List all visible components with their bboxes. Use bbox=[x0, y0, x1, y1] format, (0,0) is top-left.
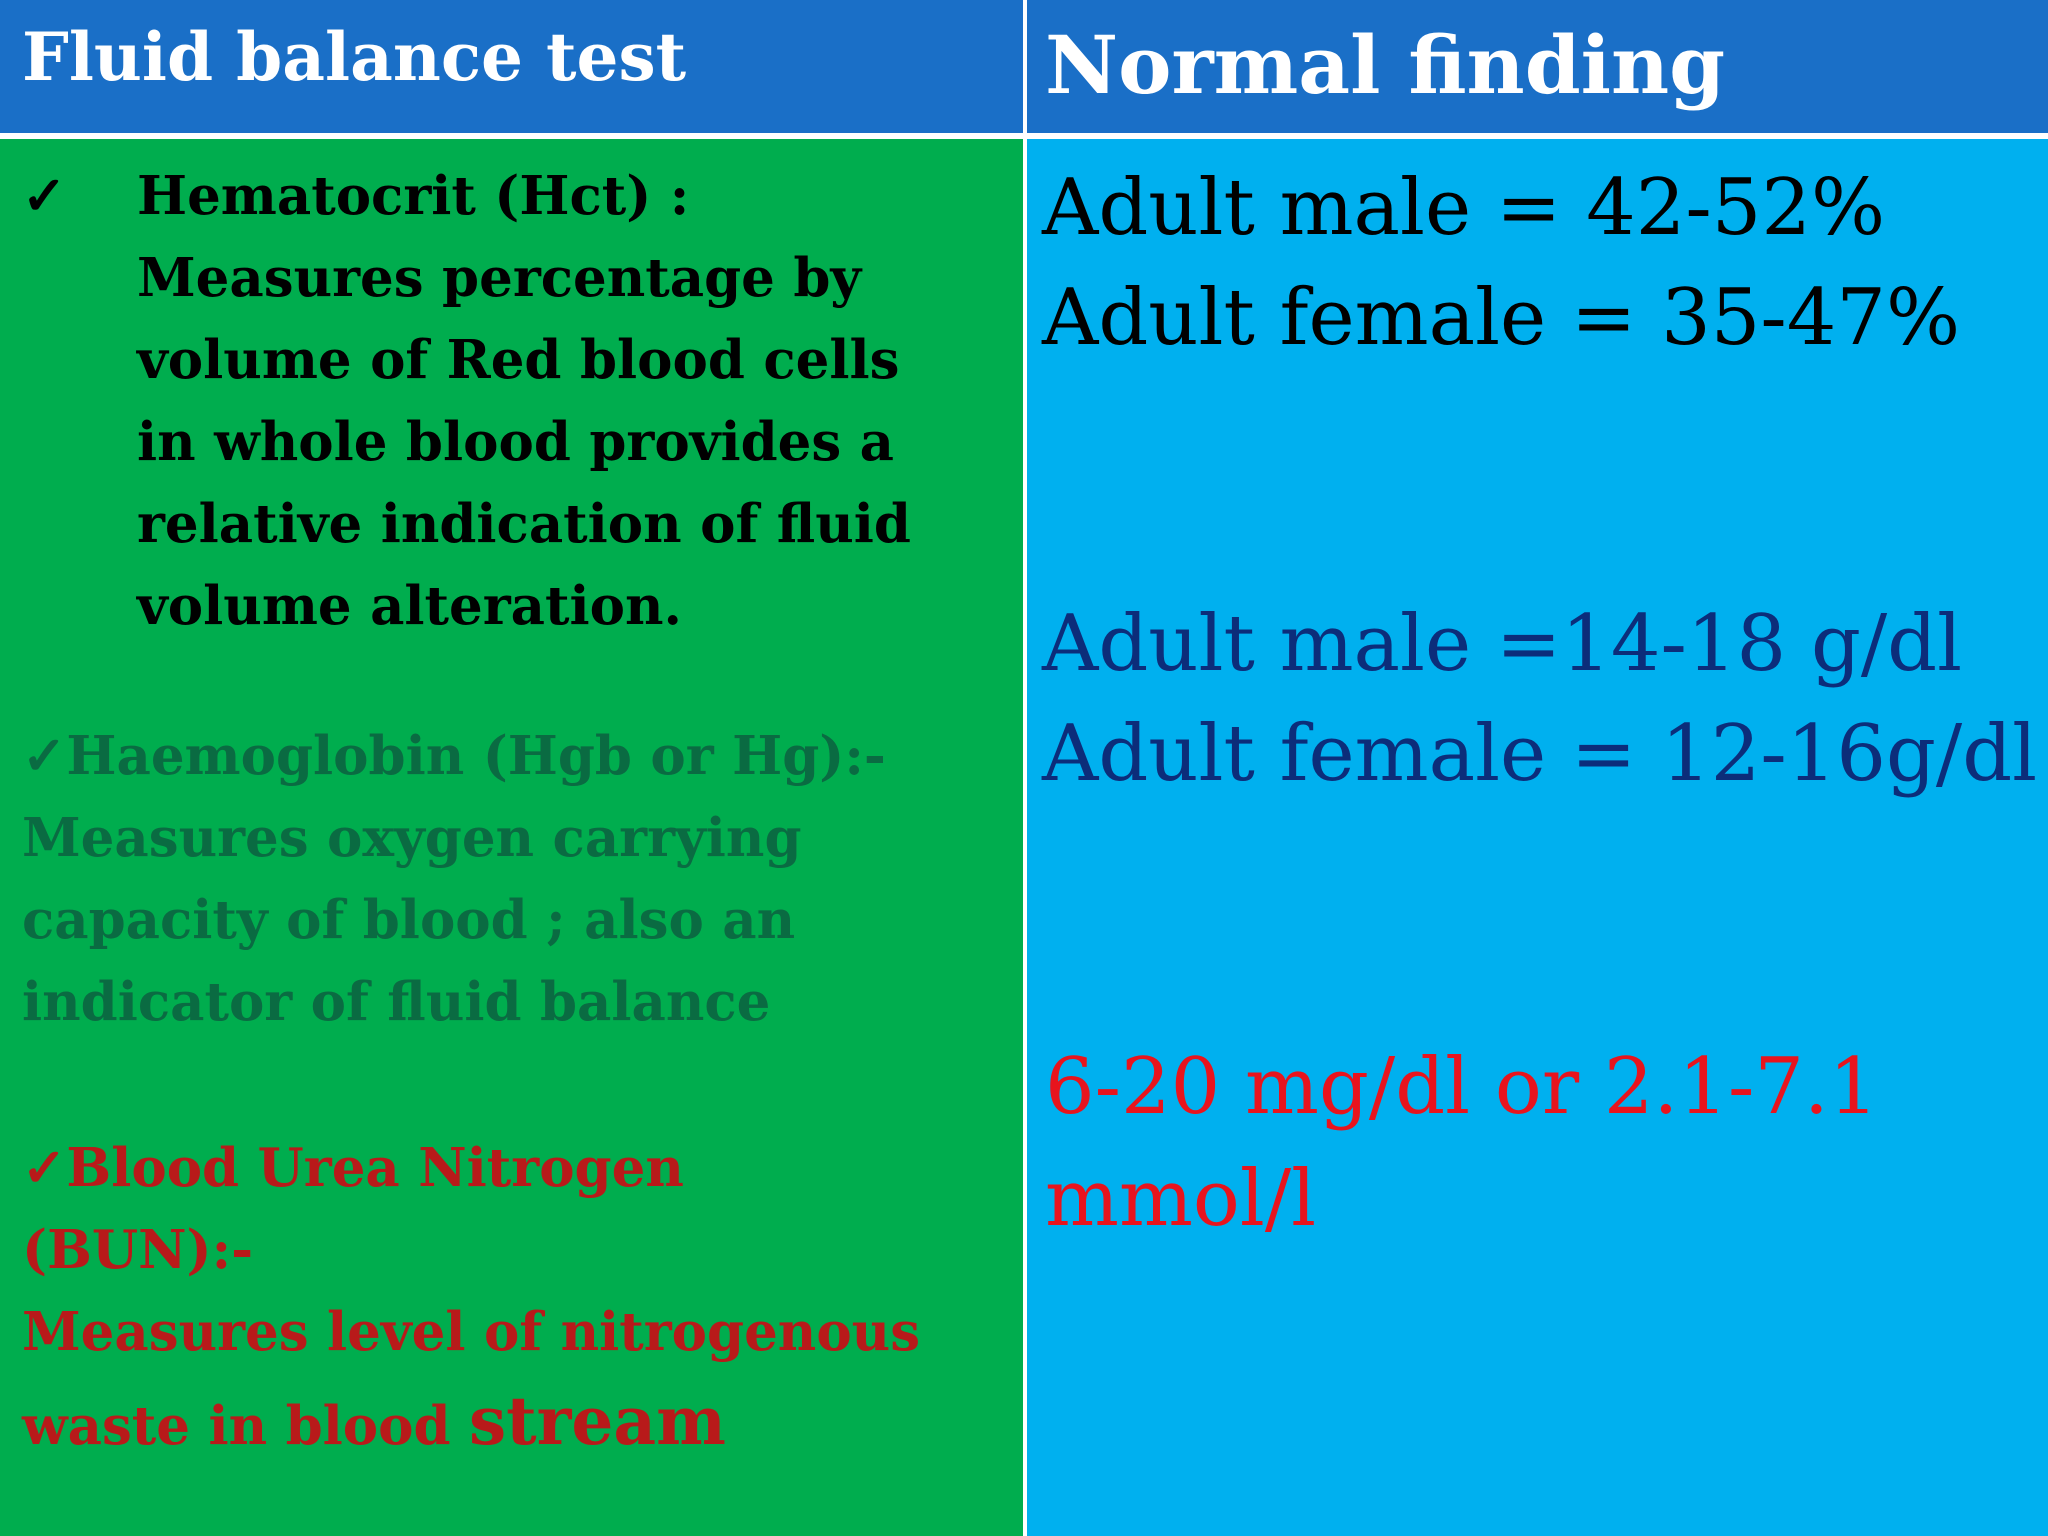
haemoglobin-line: ✓Haemoglobin (Hgb or Hg):- bbox=[22, 725, 886, 787]
findings-column: Adult male = 42-52% Adult female = 35-47… bbox=[1027, 139, 2048, 1536]
bun-line: Measures level of nitrogenous bbox=[22, 1301, 921, 1363]
hematocrit-line: Measures percentage by bbox=[137, 247, 862, 309]
bun-line: (BUN):- bbox=[22, 1219, 254, 1281]
finding-line: Adult male =14-18 g/dl bbox=[1042, 599, 1963, 689]
haemoglobin-line: indicator of fluid balance bbox=[22, 971, 771, 1033]
bun-finding: 6-20 mg/dl or 2.1-7.1 mmol/l bbox=[1045, 1031, 1878, 1255]
bun-line-end: stream bbox=[468, 1382, 726, 1460]
hematocrit-line: Hematocrit (Hct) : bbox=[137, 165, 690, 227]
hematocrit-line: volume of Red blood cells bbox=[137, 329, 900, 391]
haemoglobin-line: Measures oxygen carrying bbox=[22, 807, 802, 869]
hematocrit-description: ✓ Hematocrit (Hct) : Measures percentage… bbox=[22, 155, 911, 647]
finding-line: Adult female = 12-16g/dl bbox=[1042, 709, 2038, 799]
finding-line: 6-20 mg/dl or 2.1-7.1 bbox=[1045, 1042, 1879, 1132]
check-icon: ✓ bbox=[22, 165, 67, 227]
hematocrit-line: in whole blood provides a bbox=[137, 411, 895, 473]
hematocrit-line: volume alteration. bbox=[137, 575, 682, 637]
finding-line: mmol/l bbox=[1045, 1154, 1317, 1244]
haemoglobin-line: capacity of blood ; also an bbox=[22, 889, 796, 951]
bun-line-last: waste in blood stream bbox=[22, 1373, 920, 1469]
haemoglobin-description: ✓Haemoglobin (Hgb or Hg):- Measures oxyg… bbox=[22, 715, 886, 1043]
bun-line-start: waste in blood bbox=[22, 1395, 469, 1457]
haemoglobin-finding: Adult male =14-18 g/dl Adult female = 12… bbox=[1042, 589, 2037, 809]
bun-line: ✓Blood Urea Nitrogen bbox=[22, 1137, 684, 1199]
bun-description: ✓Blood Urea Nitrogen (BUN):- Measures le… bbox=[22, 1127, 920, 1469]
finding-line: Adult female = 35-47% bbox=[1042, 273, 1961, 363]
tests-column: ✓ Hematocrit (Hct) : Measures percentage… bbox=[0, 139, 1023, 1536]
finding-line: Adult male = 42-52% bbox=[1042, 163, 1886, 253]
header-cell-test: Fluid balance test bbox=[0, 0, 1023, 133]
column-title-test: Fluid balance test bbox=[22, 18, 687, 96]
hematocrit-line: relative indication of fluid bbox=[137, 493, 911, 555]
header-cell-finding: Normal finding bbox=[1027, 0, 2048, 133]
column-title-finding: Normal finding bbox=[1045, 18, 1726, 112]
hematocrit-finding: Adult male = 42-52% Adult female = 35-47… bbox=[1042, 153, 1960, 373]
